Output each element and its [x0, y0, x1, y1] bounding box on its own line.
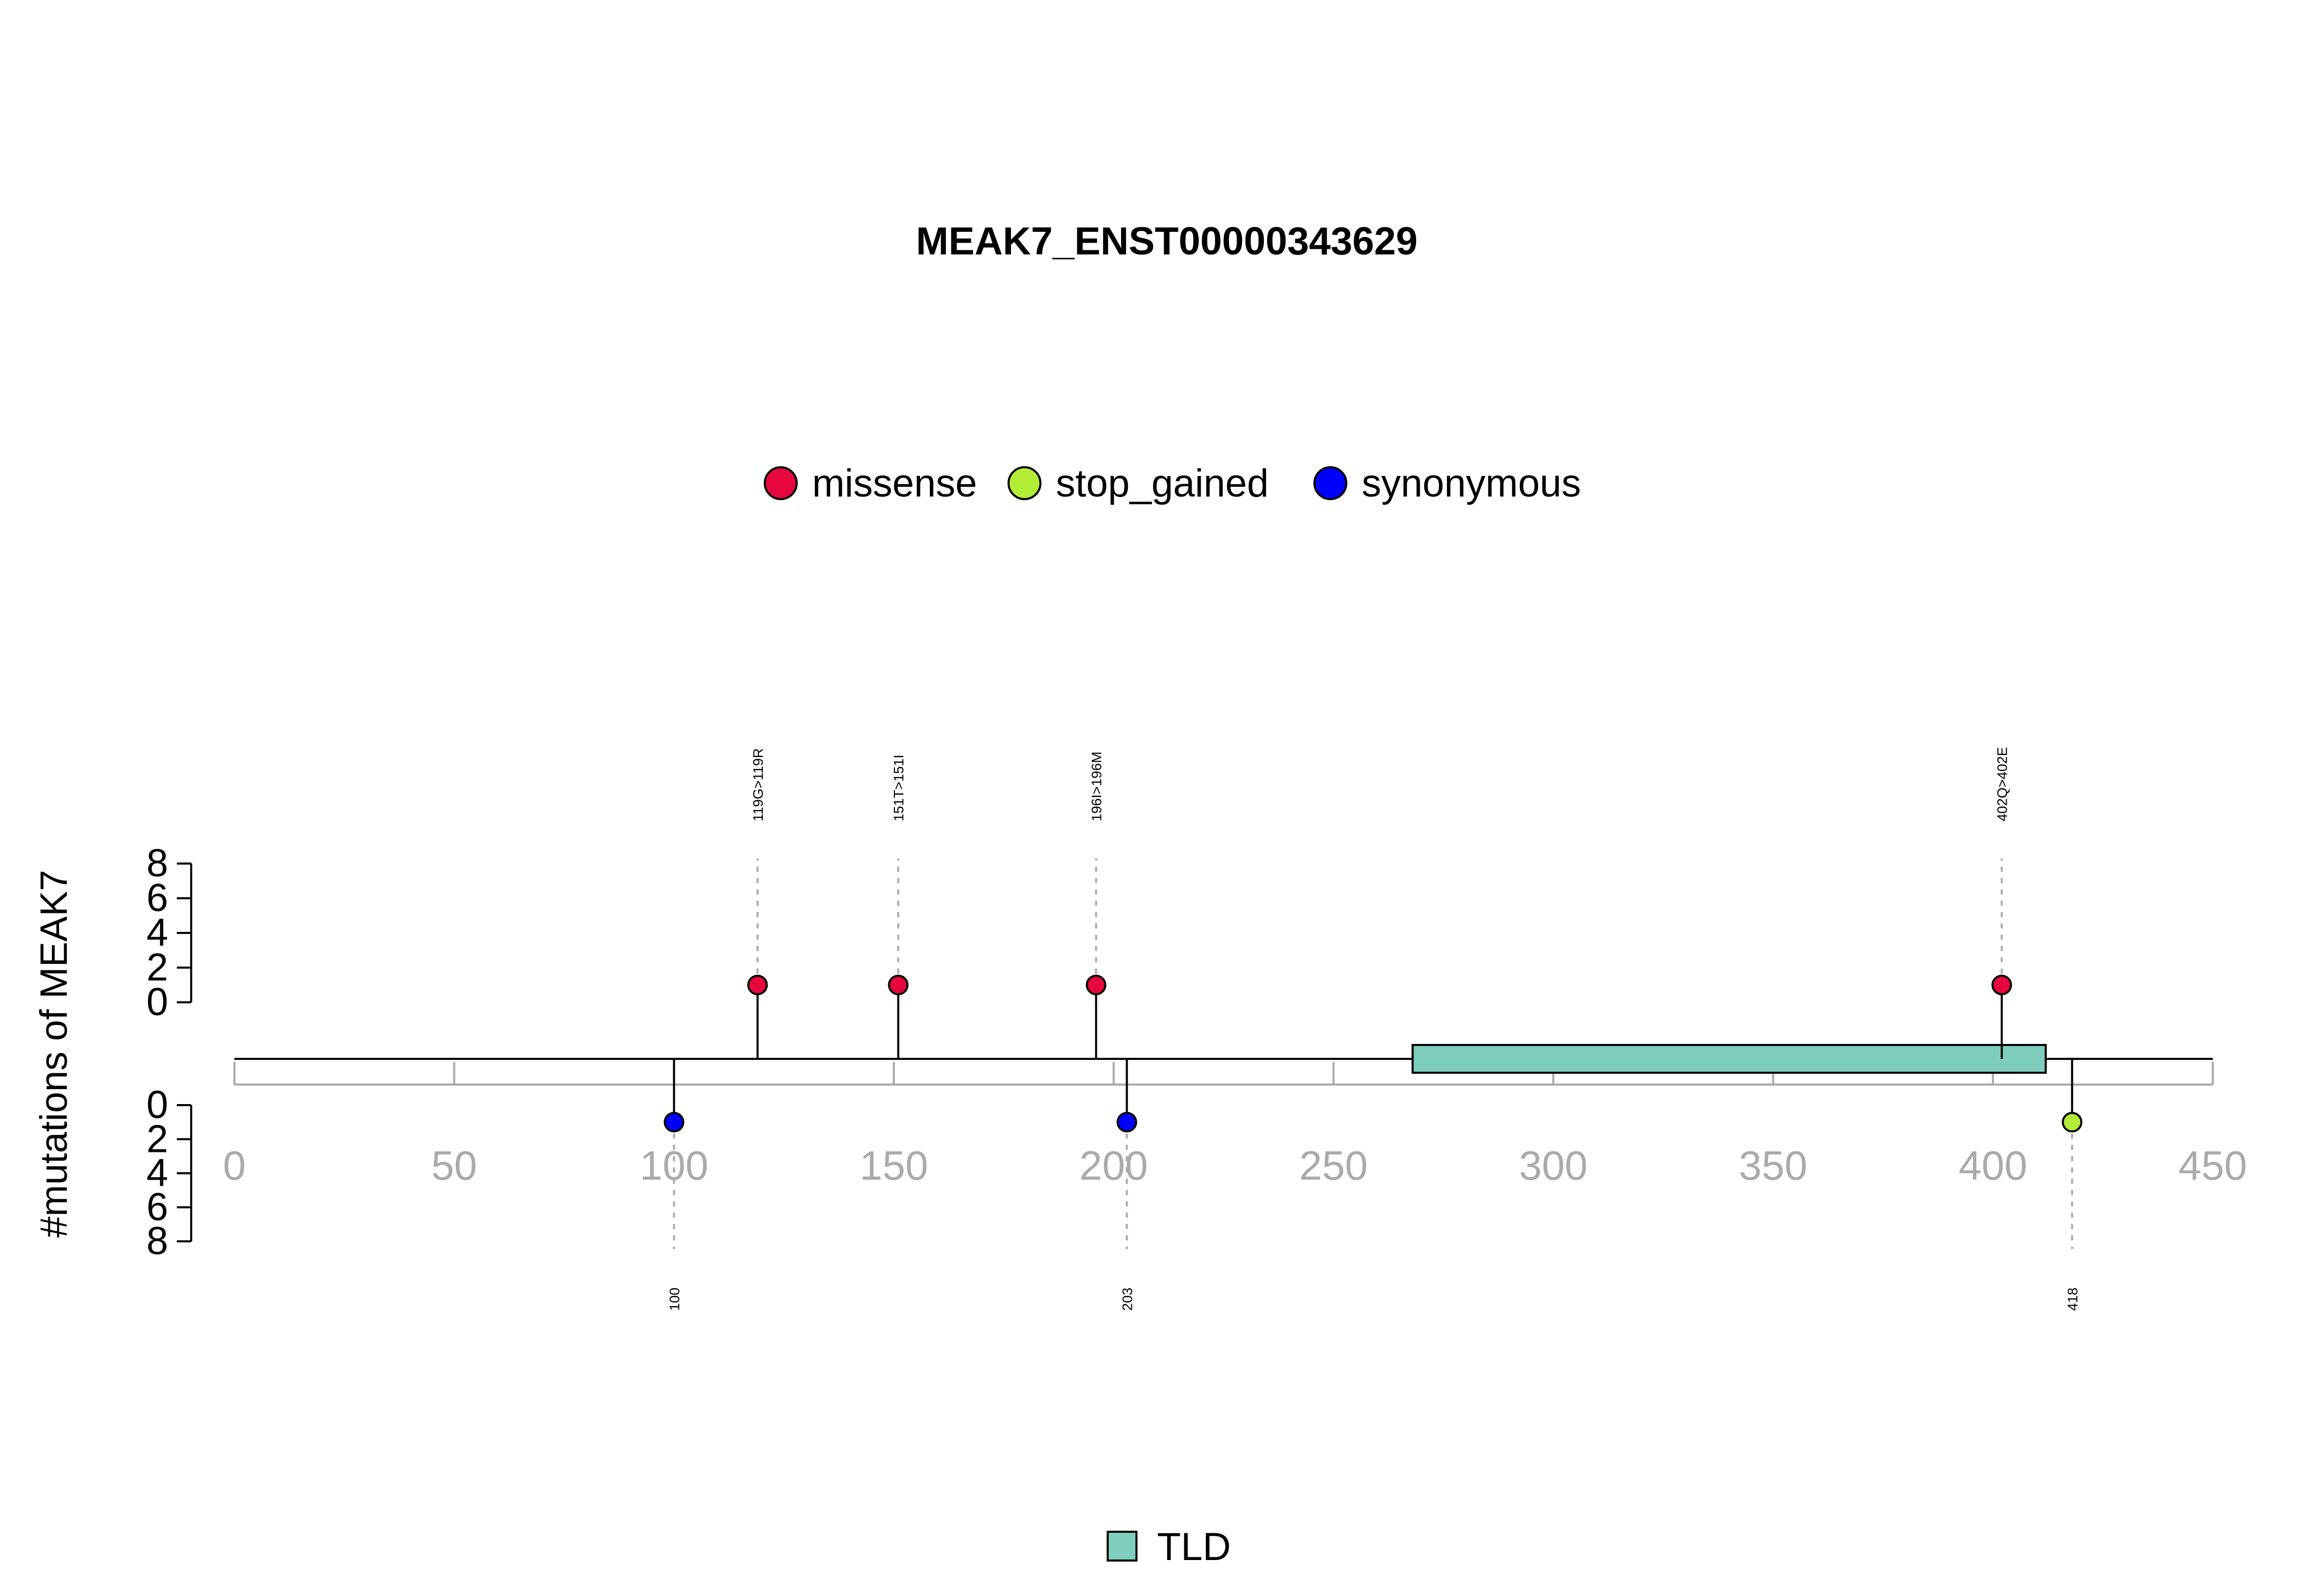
- mutation-label: 203: [1119, 1288, 1135, 1311]
- lower-y-tick-label: 6: [146, 1185, 168, 1229]
- x-tick-label: 450: [2178, 1143, 2247, 1188]
- domain-legend-swatch: [1107, 1531, 1137, 1562]
- x-tick-label: 400: [1959, 1143, 2027, 1188]
- lollipop-head-stop-gained: [2062, 1112, 2083, 1133]
- upper-y-tick-label: 4: [146, 911, 168, 955]
- upper-y-tick-label: 6: [146, 876, 168, 920]
- x-tick-label: 350: [1739, 1143, 1807, 1188]
- mutation-label: 196I>196M: [1089, 751, 1104, 821]
- lollipop-head-missense: [1086, 975, 1107, 996]
- upper-y-tick-label: 8: [146, 841, 168, 885]
- legend-label-synonymous: synonymous: [1362, 462, 1581, 505]
- legend-marker-synonymous: [1313, 466, 1348, 500]
- chart-title: MEAK7_ENST00000343629: [916, 219, 1418, 263]
- legend-label-stop-gained: stop_gained: [1056, 462, 1269, 505]
- lower-y-tick-label: 8: [146, 1219, 168, 1263]
- lollipop-head-synonymous: [664, 1112, 685, 1133]
- upper-y-tick-label: 2: [146, 946, 168, 989]
- x-tick-label: 250: [1299, 1143, 1368, 1188]
- lollipop-head-missense: [888, 975, 909, 996]
- y-axis-label: #mutations of MEAK7: [32, 870, 75, 1238]
- x-tick-label: 150: [859, 1143, 928, 1188]
- lower-y-tick-label: 0: [146, 1083, 168, 1127]
- mutation-label: 100: [667, 1288, 682, 1311]
- x-tick-label: 300: [1519, 1143, 1587, 1188]
- x-tick-label: 0: [223, 1143, 246, 1188]
- lollipop-head-synonymous: [1116, 1112, 1137, 1133]
- lollipop-head-missense: [1991, 975, 2012, 996]
- domain-legend-label: TLD: [1157, 1525, 1231, 1569]
- x-tick-label: 200: [1079, 1143, 1148, 1188]
- mutation-label: 418: [2065, 1288, 2080, 1311]
- mutation-label: 119G>119R: [750, 748, 766, 821]
- x-tick-label: 50: [431, 1143, 477, 1188]
- legend-marker-stop-gained: [1007, 466, 1042, 500]
- lollipop-head-missense: [747, 975, 768, 996]
- legend-label-missense: missense: [812, 462, 977, 505]
- legend-marker-missense: [763, 466, 798, 500]
- upper-y-tick-label: 0: [146, 980, 168, 1024]
- mutation-label: 151T>151I: [891, 755, 907, 821]
- domain-tld: [1411, 1044, 2047, 1074]
- mutation-label: 402Q>402E: [1994, 747, 2010, 821]
- lower-y-tick-label: 2: [146, 1117, 168, 1161]
- lower-y-tick-label: 4: [146, 1151, 168, 1195]
